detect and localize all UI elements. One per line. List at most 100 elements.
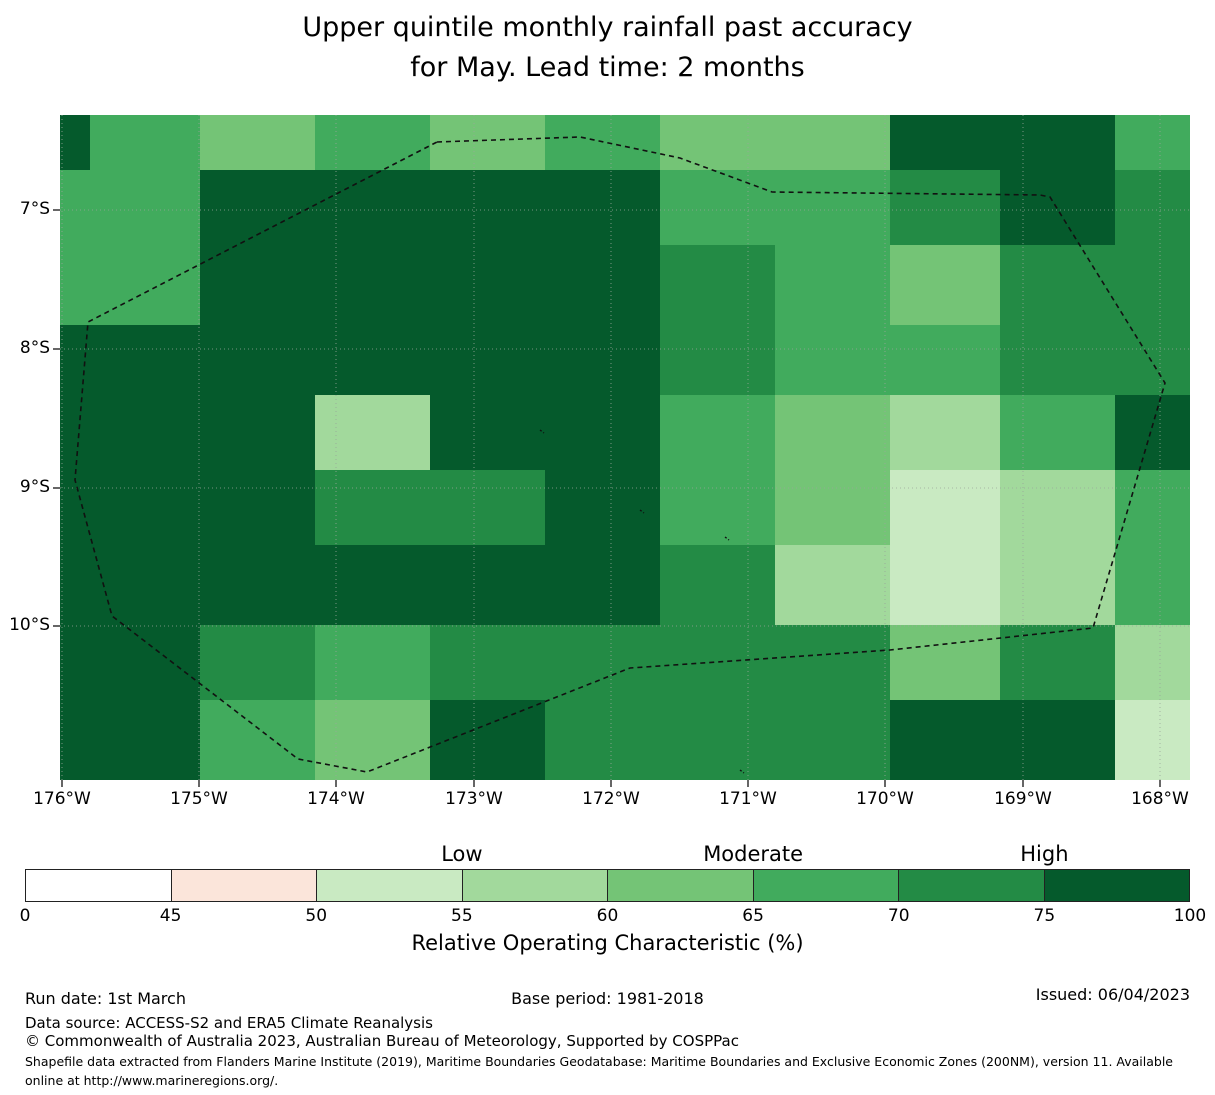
heatmap-cell bbox=[660, 395, 775, 470]
heatmap-cell bbox=[90, 470, 200, 545]
heatmap-cell bbox=[1115, 170, 1190, 245]
base-period-text: Base period: 1981-2018 bbox=[511, 989, 704, 1008]
heatmap-cell bbox=[890, 170, 1000, 245]
x-axis-tick-label: 168°W bbox=[1131, 789, 1189, 809]
x-axis-tick-label: 173°W bbox=[445, 789, 503, 809]
heatmap-cell bbox=[200, 545, 315, 625]
heatmap-cell bbox=[430, 170, 545, 245]
heatmap-cell bbox=[775, 625, 890, 700]
data-source-text: Data source: ACCESS-S2 and ERA5 Climate … bbox=[25, 1014, 433, 1032]
heatmap-cell bbox=[200, 700, 315, 780]
colorbar-tick-label: 0 bbox=[19, 906, 31, 926]
heatmap-cell bbox=[200, 325, 315, 395]
x-axis-tick-label: 171°W bbox=[719, 789, 777, 809]
colorbar-category-label: Low bbox=[441, 842, 483, 866]
heatmap-cell bbox=[660, 245, 775, 325]
heatmap-cell bbox=[775, 115, 890, 170]
heatmap-cell bbox=[1115, 115, 1190, 170]
heatmap-cell bbox=[60, 625, 90, 700]
heatmap-cell bbox=[660, 170, 775, 245]
colorbar-tick-label: 50 bbox=[305, 906, 328, 926]
colorbar-segment bbox=[171, 870, 317, 901]
heatmap-cell bbox=[315, 170, 430, 245]
heatmap-cell bbox=[90, 625, 200, 700]
heatmap-cell bbox=[315, 470, 430, 545]
heatmap-cell bbox=[430, 625, 545, 700]
heatmap-cell bbox=[1115, 470, 1190, 545]
colorbar-label: Relative Operating Characteristic (%) bbox=[411, 931, 804, 955]
heatmap-cell bbox=[890, 115, 1000, 170]
heatmap-cell bbox=[315, 700, 430, 780]
heatmap-cell bbox=[60, 545, 90, 625]
heatmap-cell bbox=[545, 545, 660, 625]
heatmap-cell bbox=[60, 700, 90, 780]
x-axis-tick-label: 170°W bbox=[856, 789, 914, 809]
heatmap-cell bbox=[660, 545, 775, 625]
heatmap-cell bbox=[1115, 395, 1190, 470]
heatmap-cell bbox=[545, 700, 660, 780]
heatmap-cell bbox=[545, 170, 660, 245]
y-axis-tick-label: 10°S bbox=[9, 615, 50, 635]
heatmap-cell bbox=[1115, 245, 1190, 325]
heatmap-cell bbox=[200, 115, 315, 170]
heatmap-cell bbox=[430, 115, 545, 170]
heatmap-cell bbox=[890, 545, 1000, 625]
colorbar-tick-label: 75 bbox=[1033, 906, 1056, 926]
x-axis-tick-label: 174°W bbox=[307, 789, 365, 809]
heatmap-cell bbox=[90, 700, 200, 780]
colorbar-segment bbox=[608, 870, 754, 901]
heatmap-cell bbox=[660, 700, 775, 780]
x-axis-tick-label: 175°W bbox=[170, 789, 228, 809]
shapefile-note-text: Shapefile data extracted from Flanders M… bbox=[25, 1054, 1173, 1088]
heatmap-cell bbox=[90, 325, 200, 395]
colorbar-segment bbox=[462, 870, 608, 901]
heatmap-cell bbox=[90, 395, 200, 470]
colorbar-segment bbox=[26, 870, 172, 901]
heatmap-cell bbox=[90, 170, 200, 245]
heatmap-cell bbox=[315, 325, 430, 395]
x-axis-tick-label: 172°W bbox=[582, 789, 640, 809]
heatmap-cell bbox=[315, 545, 430, 625]
colorbar-tick-label: 60 bbox=[596, 906, 619, 926]
chart-title-line1: Upper quintile monthly rainfall past acc… bbox=[302, 12, 913, 43]
island-mark bbox=[724, 536, 730, 541]
heatmap-cell bbox=[60, 115, 90, 170]
heatmap-cell bbox=[90, 545, 200, 625]
heatmap-cell bbox=[1000, 395, 1115, 470]
heatmap-cell bbox=[545, 395, 660, 470]
heatmap-cell bbox=[775, 325, 890, 395]
heatmap-cell bbox=[430, 545, 545, 625]
heatmap-cell bbox=[1000, 115, 1115, 170]
heatmap-cell bbox=[1115, 545, 1190, 625]
heatmap-cell bbox=[315, 245, 430, 325]
heatmap-cell bbox=[545, 325, 660, 395]
heatmap-cell bbox=[660, 625, 775, 700]
heatmap-cell bbox=[1000, 325, 1115, 395]
heatmap-cell bbox=[545, 470, 660, 545]
heatmap-cell bbox=[60, 170, 90, 245]
heatmap-plot bbox=[53, 115, 1190, 787]
heatmap-cell bbox=[890, 395, 1000, 470]
eez-boundary-outline bbox=[74, 136, 1166, 773]
colorbar-category-label: Moderate bbox=[703, 842, 804, 866]
heatmap-cell bbox=[430, 245, 545, 325]
heatmap-cell bbox=[1000, 700, 1115, 780]
heatmap-cell bbox=[200, 395, 315, 470]
issued-date-text: Issued: 06/04/2023 bbox=[1035, 985, 1190, 1004]
x-axis-tick-label: 176°W bbox=[33, 789, 91, 809]
colorbar-segment bbox=[317, 870, 463, 901]
heatmap-cell bbox=[200, 245, 315, 325]
heatmap-cell bbox=[430, 395, 545, 470]
chart-title: Upper quintile monthly rainfall past acc… bbox=[0, 8, 1215, 88]
heatmap-cell bbox=[315, 395, 430, 470]
colorbar-tick-label: 65 bbox=[742, 906, 764, 926]
colorbar-tick-label: 70 bbox=[887, 906, 910, 926]
heatmap-cell bbox=[1000, 170, 1115, 245]
colorbar-tick-label: 100 bbox=[1173, 906, 1207, 926]
heatmap-cell bbox=[430, 325, 545, 395]
heatmap-cell bbox=[775, 700, 890, 780]
heatmap-cell bbox=[200, 170, 315, 245]
colorbar bbox=[25, 869, 1190, 902]
colorbar-segment bbox=[753, 870, 899, 901]
